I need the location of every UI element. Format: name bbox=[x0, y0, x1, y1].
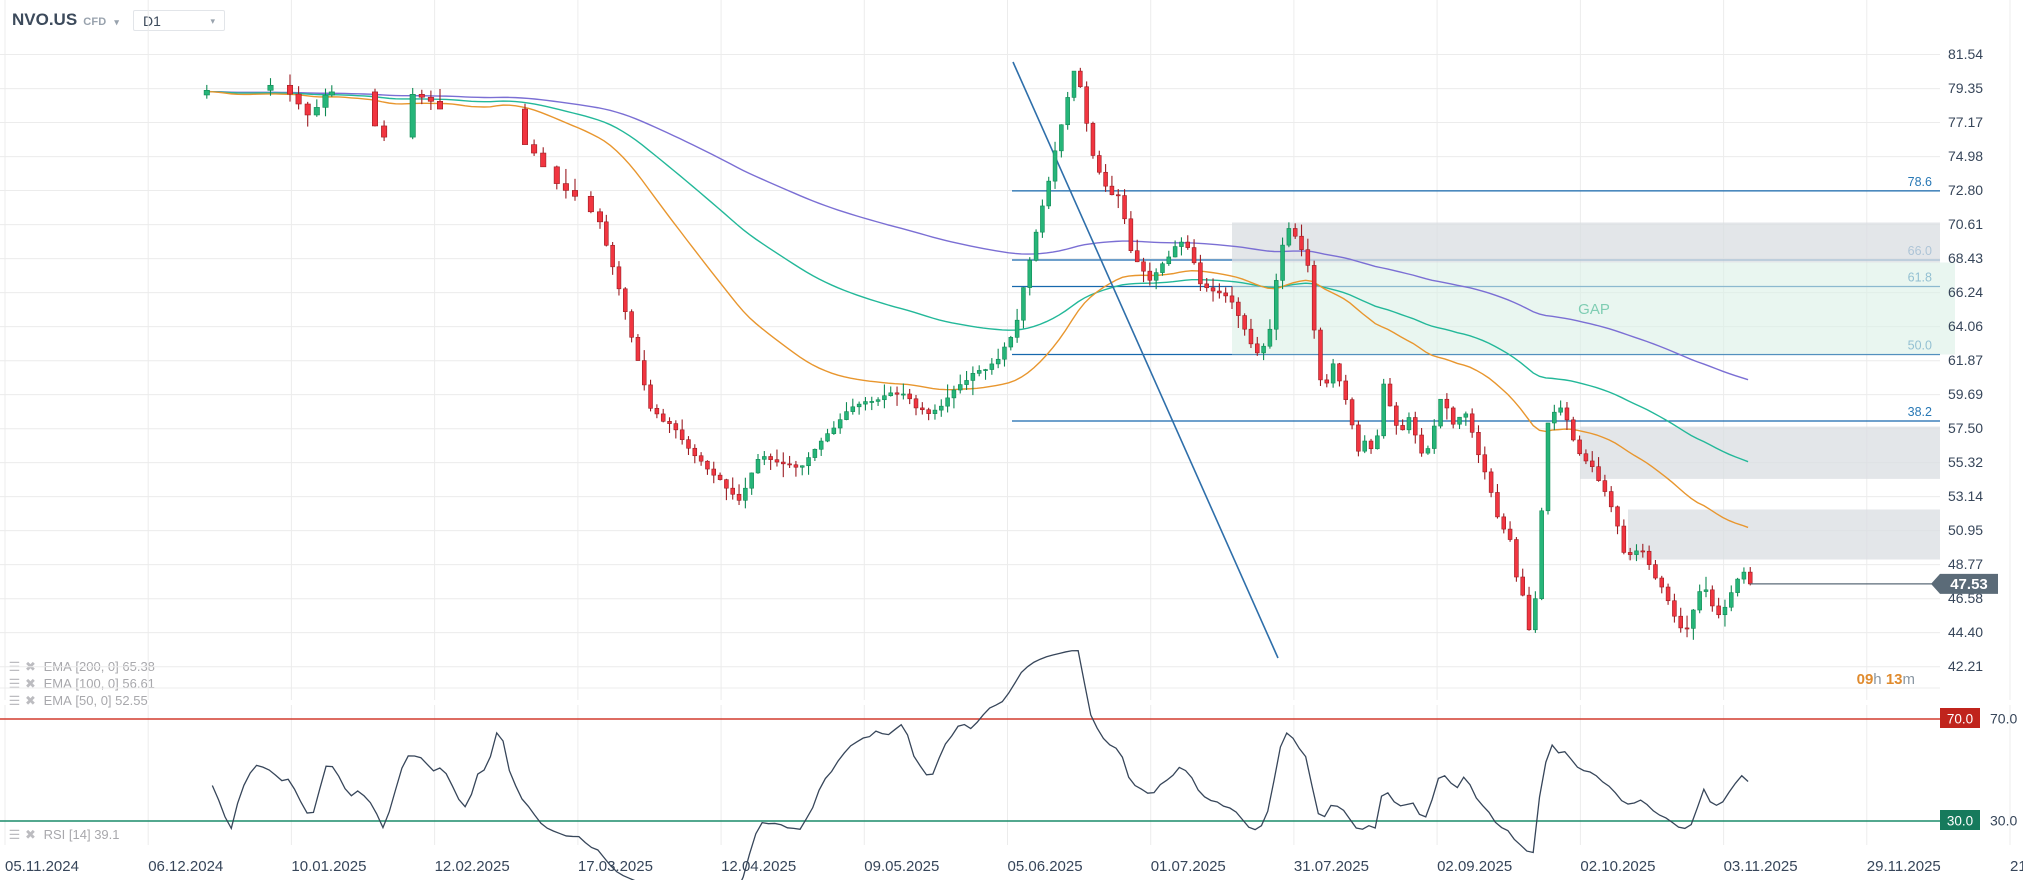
svg-text:02.09.2025: 02.09.2025 bbox=[1437, 858, 1512, 875]
svg-text:64.06: 64.06 bbox=[1948, 318, 1983, 334]
svg-text:61.87: 61.87 bbox=[1948, 352, 1983, 368]
svg-text:70.0: 70.0 bbox=[1990, 711, 2017, 727]
svg-text:79.35: 79.35 bbox=[1948, 80, 1983, 96]
svg-text:66.24: 66.24 bbox=[1948, 284, 1983, 300]
svg-text:38.2: 38.2 bbox=[1908, 405, 1932, 419]
svg-text:12.04.2025: 12.04.2025 bbox=[721, 858, 796, 875]
svg-text:09h 13m: 09h 13m bbox=[1857, 671, 1915, 688]
svg-text:48.77: 48.77 bbox=[1948, 556, 1983, 572]
svg-text:44.40: 44.40 bbox=[1948, 624, 1983, 640]
svg-text:GAP: GAP bbox=[1578, 301, 1610, 318]
svg-text:03.11.2025: 03.11.2025 bbox=[1724, 858, 1798, 875]
svg-text:70.61: 70.61 bbox=[1948, 216, 1983, 232]
svg-text:21.12.2025: 21.12.2025 bbox=[2010, 858, 2023, 875]
svg-text:06.12.2024: 06.12.2024 bbox=[148, 858, 223, 875]
svg-text:30.0: 30.0 bbox=[1947, 814, 1973, 829]
svg-text:78.6: 78.6 bbox=[1908, 175, 1932, 189]
svg-text:09.05.2025: 09.05.2025 bbox=[864, 858, 939, 875]
svg-text:31.07.2025: 31.07.2025 bbox=[1294, 858, 1369, 875]
svg-text:77.17: 77.17 bbox=[1948, 114, 1983, 130]
svg-text:53.14: 53.14 bbox=[1948, 488, 1983, 504]
svg-text:55.32: 55.32 bbox=[1948, 454, 1983, 470]
svg-text:05.06.2025: 05.06.2025 bbox=[1008, 858, 1083, 875]
svg-text:70.0: 70.0 bbox=[1947, 712, 1973, 727]
svg-text:47.53: 47.53 bbox=[1950, 576, 1988, 593]
svg-text:29.11.2025: 29.11.2025 bbox=[1867, 858, 1941, 875]
svg-text:42.21: 42.21 bbox=[1948, 658, 1983, 674]
svg-text:81.54: 81.54 bbox=[1948, 46, 1983, 62]
svg-text:01.07.2025: 01.07.2025 bbox=[1151, 858, 1226, 875]
svg-text:17.03.2025: 17.03.2025 bbox=[578, 858, 653, 875]
svg-text:59.69: 59.69 bbox=[1948, 386, 1983, 402]
svg-text:30.0: 30.0 bbox=[1990, 813, 2017, 829]
svg-text:72.80: 72.80 bbox=[1948, 182, 1983, 198]
svg-text:12.02.2025: 12.02.2025 bbox=[435, 858, 510, 875]
svg-text:10.01.2025: 10.01.2025 bbox=[291, 858, 366, 875]
svg-text:02.10.2025: 02.10.2025 bbox=[1580, 858, 1655, 875]
svg-text:50.95: 50.95 bbox=[1948, 522, 1983, 538]
svg-text:68.43: 68.43 bbox=[1948, 250, 1983, 266]
svg-text:57.50: 57.50 bbox=[1948, 420, 1983, 436]
svg-text:05.11.2024: 05.11.2024 bbox=[5, 858, 79, 875]
svg-text:74.98: 74.98 bbox=[1948, 148, 1983, 164]
